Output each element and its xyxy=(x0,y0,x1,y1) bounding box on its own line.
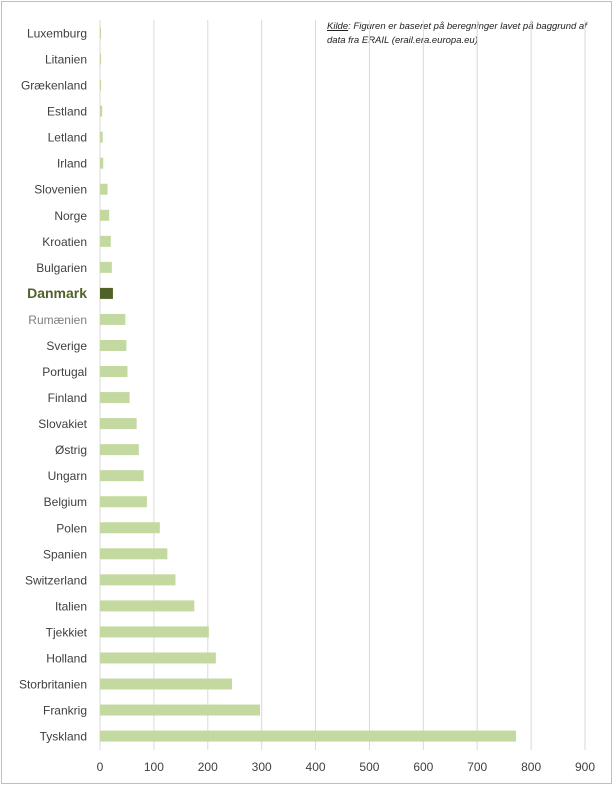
source-text: : Figuren er baseret på beregninger lave… xyxy=(327,21,587,46)
bar-10 xyxy=(100,287,113,299)
bar-22 xyxy=(100,600,195,612)
x-tick-label-500: 500 xyxy=(359,760,379,774)
bars xyxy=(100,27,517,742)
bar-2 xyxy=(100,79,102,91)
x-tick-label-600: 600 xyxy=(413,760,433,774)
bar-26 xyxy=(100,704,261,716)
x-tick-label-400: 400 xyxy=(306,760,326,774)
category-label-16: Østrig xyxy=(55,443,87,457)
category-label-17: Ungarn xyxy=(48,469,87,483)
bar-12 xyxy=(100,339,127,351)
category-label-8: Kroatien xyxy=(42,235,87,249)
category-label-27: Tyskland xyxy=(40,730,87,744)
bar-24 xyxy=(100,652,216,664)
category-label-0: Luxemburg xyxy=(27,27,87,41)
x-tick-label-200: 200 xyxy=(198,760,218,774)
category-label-12: Sverige xyxy=(46,339,87,353)
gridlines xyxy=(99,20,586,750)
bar-17 xyxy=(100,470,144,482)
source-note: Kilde: Figuren er baseret på beregninger… xyxy=(327,20,587,48)
bar-15 xyxy=(100,418,137,430)
x-tick-labels: 0 100 200 300 400 500 600 700 800 900 xyxy=(97,760,596,774)
category-label-4: Letland xyxy=(48,131,87,145)
bar-3 xyxy=(100,105,103,117)
bar-8 xyxy=(100,235,111,247)
bar-23 xyxy=(100,626,209,638)
bar-13 xyxy=(100,366,128,378)
bar-21 xyxy=(100,574,176,586)
bar-9 xyxy=(100,261,112,273)
category-labels: Luxemburg Litanien Grækenland Estland Letlan… xyxy=(19,27,88,744)
bar-1 xyxy=(100,53,102,65)
category-label-10: Danmark xyxy=(27,285,87,301)
category-label-23: Tjekkiet xyxy=(46,625,88,639)
bar-19 xyxy=(100,522,160,534)
category-label-19: Polen xyxy=(56,521,87,535)
category-label-13: Portugal xyxy=(42,365,87,379)
bar-7 xyxy=(100,209,110,221)
category-label-6: Slovenien xyxy=(34,183,87,197)
category-label-25: Storbritanien xyxy=(19,678,87,692)
x-tick-label-100: 100 xyxy=(144,760,164,774)
category-label-7: Norge xyxy=(54,209,87,223)
x-tick-label-300: 300 xyxy=(252,760,272,774)
bar-18 xyxy=(100,496,147,508)
category-label-26: Frankrig xyxy=(43,704,87,718)
category-label-21: Switzerland xyxy=(25,573,87,587)
x-tick-label-0: 0 xyxy=(97,760,104,774)
category-label-2: Grækenland xyxy=(21,79,87,93)
bar-14 xyxy=(100,392,130,404)
bar-20 xyxy=(100,548,168,560)
bar-16 xyxy=(100,444,139,456)
x-tick-label-700: 700 xyxy=(467,760,487,774)
bar-6 xyxy=(100,183,108,195)
source-label: Kilde xyxy=(327,21,349,32)
category-label-15: Slovakiet xyxy=(38,417,87,431)
category-label-24: Holland xyxy=(46,651,87,665)
category-label-1: Litanien xyxy=(45,53,87,67)
category-label-20: Spanien xyxy=(43,547,87,561)
category-label-14: Finland xyxy=(48,391,87,405)
bar-11 xyxy=(100,313,126,325)
category-label-3: Estland xyxy=(47,105,87,119)
bar-4 xyxy=(100,131,103,143)
bar-27 xyxy=(100,730,517,742)
category-label-5: Irland xyxy=(57,157,87,171)
category-label-22: Italien xyxy=(55,599,87,613)
x-tick-label-800: 800 xyxy=(521,760,541,774)
x-tick-label-900: 900 xyxy=(575,760,595,774)
category-label-11: Rumænien xyxy=(28,313,87,327)
category-label-18: Belgium xyxy=(44,495,87,509)
bar-0 xyxy=(100,27,101,39)
bar-5 xyxy=(100,157,104,169)
bar-25 xyxy=(100,678,233,690)
category-label-9: Bulgarien xyxy=(36,261,87,275)
